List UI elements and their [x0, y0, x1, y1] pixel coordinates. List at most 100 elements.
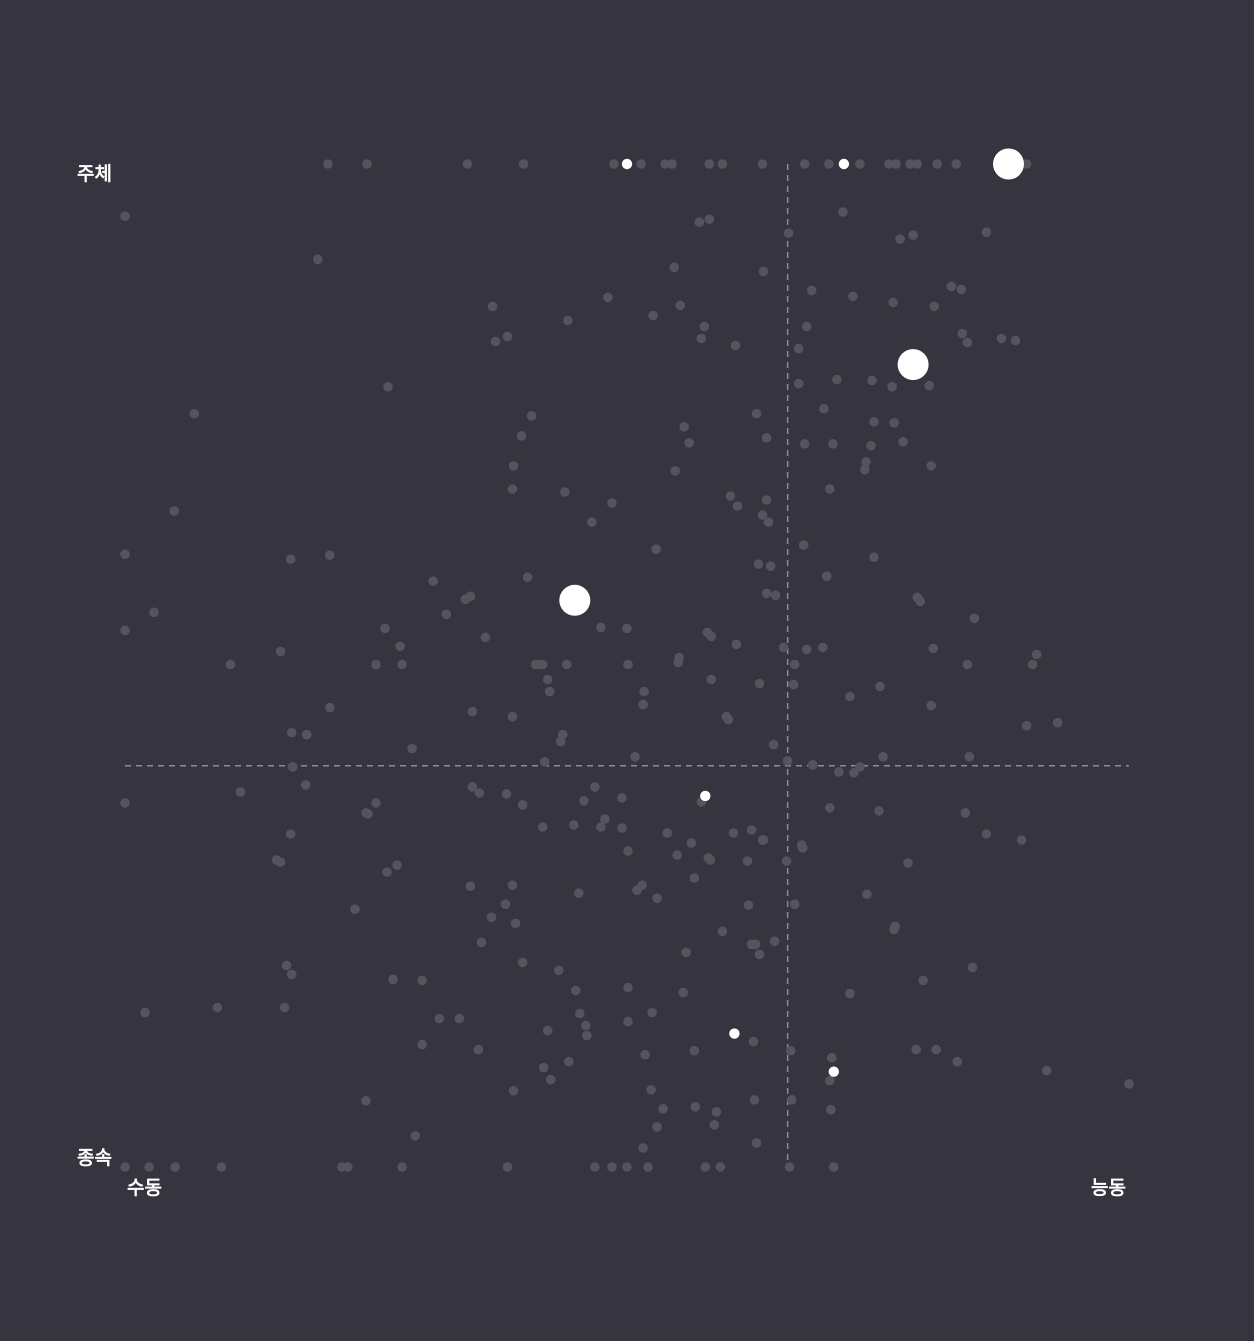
- background-point: [717, 159, 728, 169]
- y-axis-low-label: 종속: [77, 1147, 112, 1169]
- background-point: [647, 1007, 657, 1018]
- background-point: [884, 159, 894, 169]
- background-point: [646, 1085, 656, 1095]
- highlighted-point[interactable]: [621, 158, 633, 170]
- background-point: [271, 855, 282, 865]
- background-point: [825, 1075, 835, 1086]
- background-point: [323, 159, 333, 169]
- background-point: [962, 337, 973, 348]
- background-point: [395, 641, 405, 652]
- background-point: [526, 411, 537, 421]
- background-point: [932, 159, 942, 169]
- background-point: [704, 159, 715, 169]
- highlighted-point[interactable]: [729, 1028, 740, 1039]
- background-point: [946, 281, 957, 292]
- background-point: [789, 659, 800, 670]
- background-point: [786, 1095, 797, 1105]
- background-point: [465, 881, 476, 891]
- background-point: [454, 1013, 465, 1024]
- background-point: [874, 806, 884, 816]
- background-point: [569, 820, 579, 830]
- background-point: [544, 686, 555, 697]
- background-point: [473, 1044, 484, 1055]
- background-point: [169, 506, 179, 516]
- background-point: [751, 1138, 762, 1148]
- background-point: [757, 159, 768, 169]
- background-point: [371, 798, 381, 808]
- background-point: [603, 292, 613, 303]
- background-point: [1010, 335, 1021, 346]
- highlighted-point[interactable]: [897, 349, 929, 381]
- background-point: [890, 921, 900, 932]
- background-point: [325, 702, 335, 713]
- background-point: [383, 381, 393, 392]
- background-point: [824, 159, 834, 169]
- background-point: [861, 457, 871, 467]
- background-point: [866, 441, 876, 451]
- background-point: [757, 510, 768, 520]
- highlighted-point[interactable]: [559, 584, 591, 616]
- background-point: [911, 1044, 921, 1055]
- background-point: [751, 408, 762, 419]
- background-point: [362, 159, 372, 169]
- background-point: [761, 433, 772, 443]
- background-point: [678, 987, 688, 998]
- background-point: [313, 254, 323, 265]
- background-point: [490, 336, 501, 347]
- highlighted-point[interactable]: [828, 1066, 839, 1077]
- background-point: [632, 885, 642, 895]
- background-point: [706, 674, 717, 685]
- background-point: [434, 1013, 445, 1024]
- background-point: [681, 947, 691, 958]
- background-point: [225, 659, 236, 670]
- background-point: [704, 214, 715, 224]
- background-point: [325, 550, 335, 560]
- background-point: [926, 461, 936, 471]
- background-point: [981, 829, 992, 839]
- background-point: [761, 588, 772, 599]
- highlighted-point[interactable]: [993, 148, 1024, 180]
- background-point: [397, 659, 407, 670]
- background-point: [855, 159, 865, 169]
- background-point: [538, 1062, 549, 1073]
- background-point: [579, 796, 589, 806]
- background-point: [662, 828, 672, 838]
- background-point: [350, 904, 360, 914]
- background-point: [754, 949, 765, 960]
- background-point: [845, 691, 855, 702]
- y-axis-high-label: 주체: [77, 163, 112, 185]
- background-point: [834, 767, 844, 777]
- background-points: [120, 159, 1134, 1172]
- background-point: [510, 918, 521, 929]
- background-point: [931, 1044, 941, 1055]
- background-point: [793, 343, 804, 354]
- background-point: [903, 858, 913, 868]
- highlighted-point[interactable]: [700, 790, 711, 802]
- background-point: [905, 159, 915, 169]
- background-point: [781, 856, 792, 866]
- background-point: [918, 975, 928, 986]
- background-point: [617, 793, 627, 803]
- background-point: [500, 899, 511, 909]
- background-point: [723, 714, 734, 725]
- background-point: [286, 727, 297, 738]
- background-point: [878, 752, 888, 762]
- background-point: [281, 960, 292, 971]
- background-point: [623, 982, 633, 993]
- background-point: [571, 985, 581, 996]
- background-point: [652, 893, 662, 903]
- background-point: [502, 331, 513, 342]
- background-point: [534, 659, 545, 670]
- background-point: [669, 262, 679, 273]
- background-point: [689, 873, 700, 883]
- background-point: [788, 679, 799, 690]
- background-point: [679, 422, 689, 432]
- background-point: [285, 829, 296, 839]
- background-point: [967, 962, 978, 973]
- highlighted-point[interactable]: [838, 158, 850, 170]
- background-point: [731, 639, 742, 650]
- background-point: [149, 607, 159, 618]
- background-point: [706, 631, 717, 642]
- background-point: [638, 699, 648, 710]
- background-point: [553, 965, 564, 976]
